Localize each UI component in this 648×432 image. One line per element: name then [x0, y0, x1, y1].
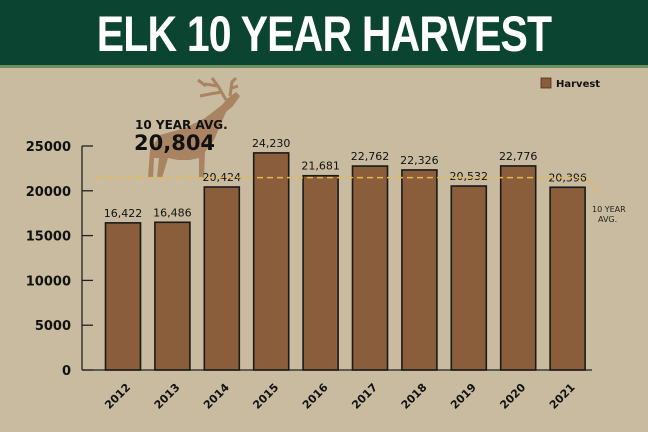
elk-silhouette-icon: [148, 76, 240, 178]
bar-2019: [450, 185, 488, 371]
bar-2020: [499, 165, 537, 371]
y-tick-label: 25000: [26, 140, 71, 155]
data-label: 24,230: [252, 137, 291, 150]
bar-2014: [203, 186, 241, 371]
data-label: 20,532: [450, 170, 489, 183]
data-label: 21,681: [301, 160, 340, 173]
bar-2021: [549, 186, 586, 371]
x-tick-label: 2018: [399, 381, 430, 412]
bar-2013: [154, 221, 191, 371]
x-tick-label: 2016: [300, 381, 331, 412]
data-label: 22,326: [400, 154, 439, 167]
x-tick-label: 2021: [547, 381, 578, 412]
y-tick-label: 5000: [35, 319, 71, 334]
avg-line-label-1: 10 YEAR: [592, 205, 626, 214]
legend-swatch: [540, 77, 552, 89]
x-tick-label: 2012: [102, 381, 133, 412]
x-tick-label: 2013: [152, 381, 183, 412]
data-label: 22,762: [351, 150, 390, 163]
x-tick-label: 2020: [497, 381, 528, 412]
average-line: [97, 176, 601, 195]
x-tick-label: 2019: [448, 381, 479, 412]
avg-line-label-2: AVG.: [598, 215, 617, 224]
header-banner: ELK 10 YEAR HARVEST: [0, 0, 648, 68]
bar-2012: [104, 222, 142, 371]
legend-label: Harvest: [556, 79, 600, 90]
x-tick-label: 2015: [250, 381, 281, 412]
data-label: 22,776: [499, 150, 538, 163]
y-tick-label: 15000: [26, 230, 71, 245]
y-tick-label: 0: [62, 364, 71, 379]
bar-2016: [302, 174, 339, 371]
bar-2018: [401, 169, 438, 371]
avg-caption: 10 YEAR AVG.: [135, 118, 228, 132]
data-label: 16,422: [104, 207, 143, 220]
x-tick-label: 2017: [349, 381, 380, 412]
avg-value: 20,804: [134, 131, 215, 155]
y-tick-label: 20000: [26, 185, 71, 200]
bar-2015: [252, 152, 290, 371]
y-tick-label: 10000: [26, 274, 71, 289]
x-tick-label: 2014: [201, 381, 232, 412]
data-label: 16,486: [153, 206, 192, 219]
chart-title: ELK 10 YEAR HARVEST: [96, 6, 552, 62]
bar-2017: [351, 165, 389, 371]
